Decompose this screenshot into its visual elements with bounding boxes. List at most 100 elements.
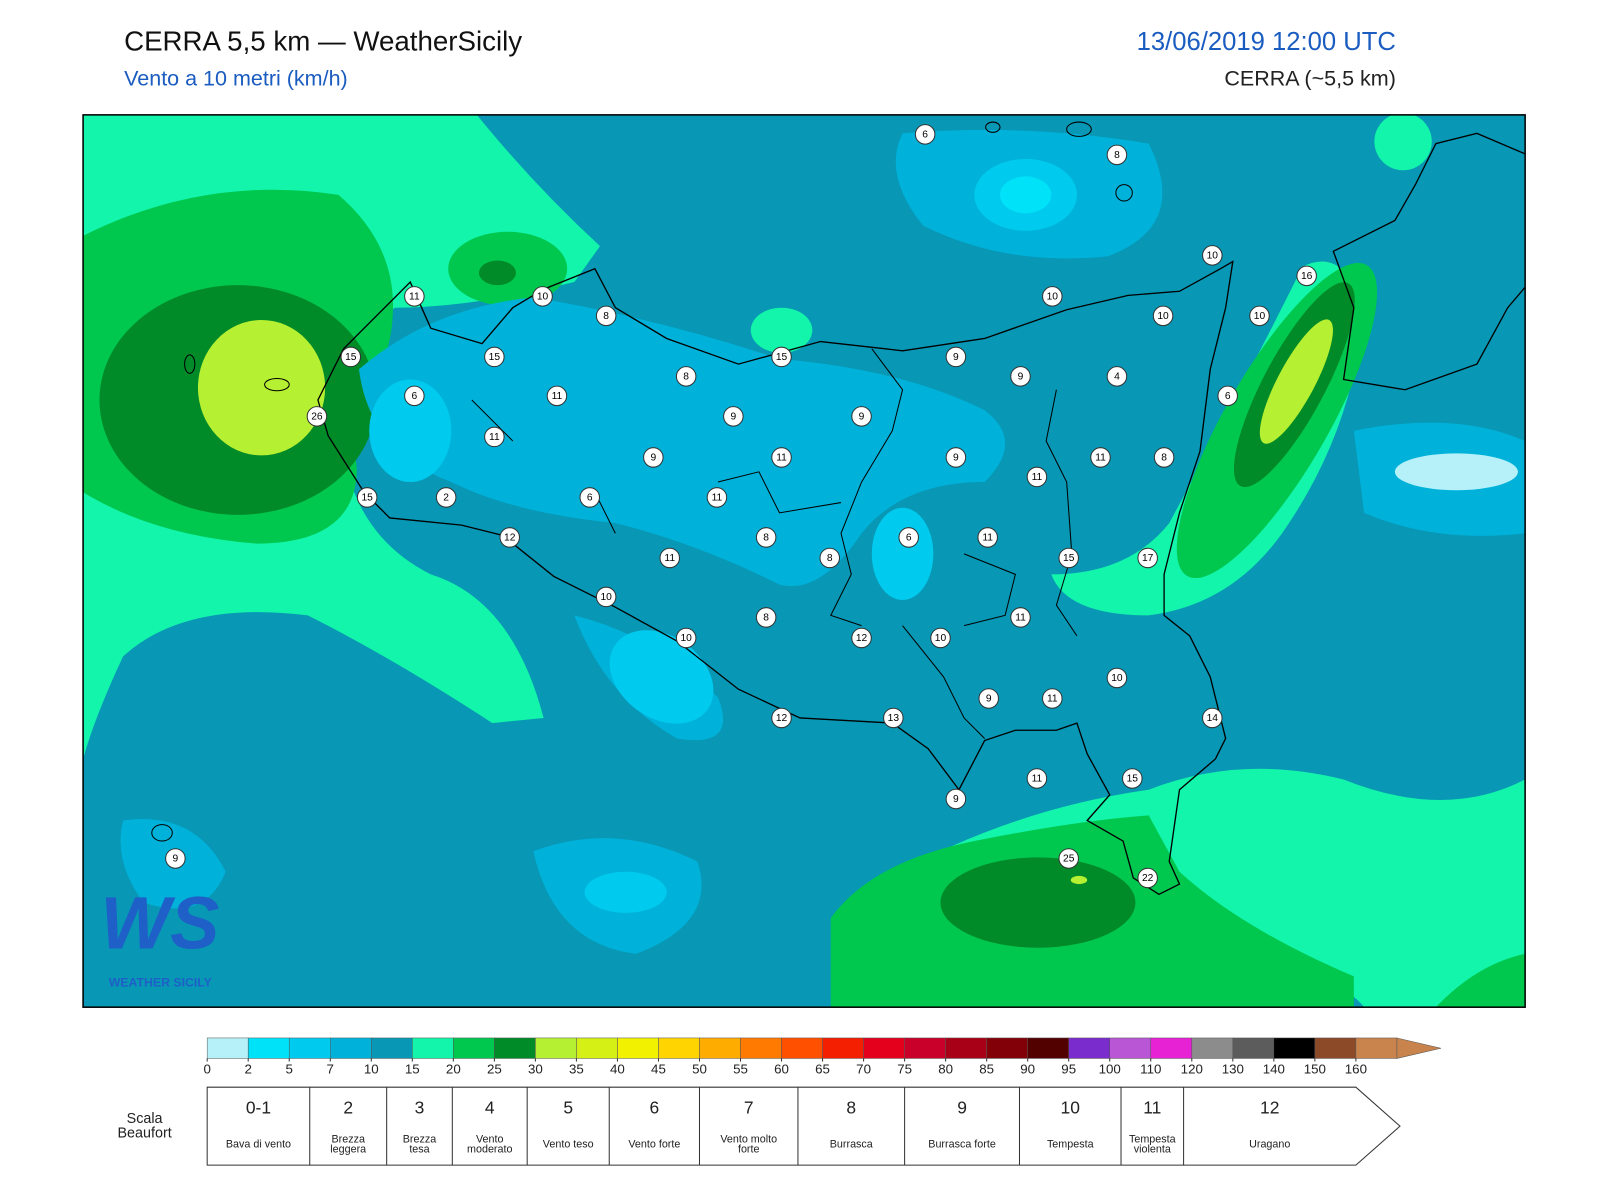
colorbar-swatch — [494, 1037, 536, 1059]
colorbar-swatch — [1150, 1037, 1193, 1059]
station-value: 9 — [986, 694, 992, 705]
colorbar-tick-label: 50 — [692, 1061, 707, 1076]
station-value: 8 — [1114, 150, 1120, 161]
station-marker — [404, 286, 425, 307]
station-marker — [1106, 144, 1128, 166]
colorbar-tick-label: 10 — [364, 1061, 379, 1076]
station-value: 10 — [935, 633, 947, 644]
island — [1066, 121, 1092, 137]
beaufort-force: 0-1 — [246, 1097, 271, 1117]
field-2-5 — [1000, 176, 1052, 214]
colorbar-tick-label: 15 — [405, 1061, 420, 1076]
station-value: 22 — [1142, 873, 1154, 884]
station-value: 9 — [730, 412, 736, 423]
station-value: 9 — [650, 453, 656, 464]
colorbar: 0 2 5 7 10 15 20 25 30 35 40 45 50 55 60 65 70 75 80 85 90 95… — [203, 1037, 1442, 1076]
colorbar-swatch — [535, 1037, 577, 1059]
colorbar-swatch — [1109, 1037, 1152, 1059]
station-marker — [356, 487, 378, 508]
field-5-7 — [871, 507, 934, 600]
station-marker — [1010, 607, 1031, 628]
colorbar-tick-label: 2 — [244, 1061, 251, 1076]
station-marker — [977, 527, 998, 548]
station-value: 15 — [1127, 774, 1139, 785]
island — [151, 824, 173, 842]
station-value: 9 — [1018, 372, 1024, 383]
station-value: 8 — [603, 311, 609, 322]
station-marker — [1042, 688, 1063, 709]
colorbar-swatch — [371, 1037, 413, 1059]
station-value: 8 — [763, 533, 769, 544]
station-value: 10 — [1207, 251, 1219, 262]
colorbar-swatch — [453, 1037, 495, 1059]
beaufort-scale: Scala Beaufort 0-1 Bava di vento 2 Brezza legg… — [117, 1086, 1401, 1166]
colorbar-tick-label: 7 — [327, 1061, 334, 1076]
station-marker — [532, 286, 553, 307]
colorbar-swatch — [1068, 1037, 1110, 1059]
station-marker — [1137, 867, 1158, 889]
beaufort-label: Vento teso — [543, 1138, 594, 1150]
colorbar-tick-label: 30 — [528, 1061, 543, 1076]
logo-mark: WS — [101, 882, 220, 965]
station-marker — [930, 627, 951, 649]
station-marker — [499, 527, 520, 548]
colorbar-swatch — [1232, 1037, 1275, 1059]
colorbar-extend-arrow — [1396, 1037, 1442, 1059]
station-value: 11 — [1047, 694, 1058, 705]
station-marker — [1202, 707, 1223, 729]
station-value: 10 — [1047, 292, 1059, 303]
station-value: 15 — [776, 352, 788, 363]
colorbar-tick-label: 90 — [1020, 1061, 1035, 1076]
island — [985, 121, 1001, 133]
station-value: 10 — [1157, 311, 1169, 322]
field-30-35 — [1070, 875, 1088, 885]
station-value: 17 — [1142, 553, 1154, 564]
station-value: 6 — [1225, 391, 1231, 402]
station-value: 11 — [409, 292, 420, 303]
colorbar-swatch — [986, 1037, 1028, 1059]
station-marker — [755, 527, 777, 548]
colorbar-swatch — [863, 1037, 905, 1059]
station-marker — [306, 406, 328, 427]
colorbar-tick-label: 75 — [897, 1061, 912, 1076]
station-marker — [1010, 366, 1031, 387]
colorbar-tick-label: 120 — [1181, 1061, 1203, 1076]
beaufort-label: Brezza leggera — [330, 1133, 366, 1155]
station-value: 11 — [664, 553, 675, 564]
beaufort-force: 4 — [485, 1097, 495, 1117]
station-marker — [1249, 305, 1270, 327]
beaufort-force: 12 — [1260, 1097, 1279, 1117]
field-30-35 — [1259, 319, 1333, 444]
colorbar-tick-label: 35 — [569, 1061, 584, 1076]
station-value: 15 — [1063, 553, 1075, 564]
station-marker — [1153, 447, 1175, 468]
station-marker — [771, 346, 792, 368]
station-value: 8 — [1161, 453, 1167, 464]
beaufort-label: Uragano — [1249, 1138, 1290, 1150]
station-value: 14 — [1207, 713, 1219, 724]
station-value: 11 — [982, 533, 993, 544]
station-value: 6 — [587, 493, 593, 504]
coastline-sicily — [317, 260, 1234, 896]
station-marker — [706, 487, 728, 508]
station-marker — [945, 788, 967, 810]
station-value: 10 — [600, 592, 612, 603]
beaufort-force: 10 — [1061, 1097, 1081, 1117]
colorbar-tick-label: 65 — [815, 1061, 830, 1076]
station-value: 10 — [1111, 673, 1123, 684]
station-marker — [1106, 667, 1128, 689]
field-5-7 — [369, 379, 452, 483]
colorbar-swatch — [576, 1037, 618, 1059]
station-marker — [1090, 447, 1111, 468]
colorbar-tick-label: 25 — [487, 1061, 502, 1076]
colorbar-swatch — [658, 1037, 700, 1059]
beaufort-label: Vento molto forte — [720, 1133, 777, 1155]
station-value: 15 — [345, 352, 357, 363]
station-marker — [851, 406, 872, 427]
station-marker — [579, 487, 600, 508]
station-marker — [595, 586, 617, 608]
station-value: 11 — [776, 453, 787, 464]
